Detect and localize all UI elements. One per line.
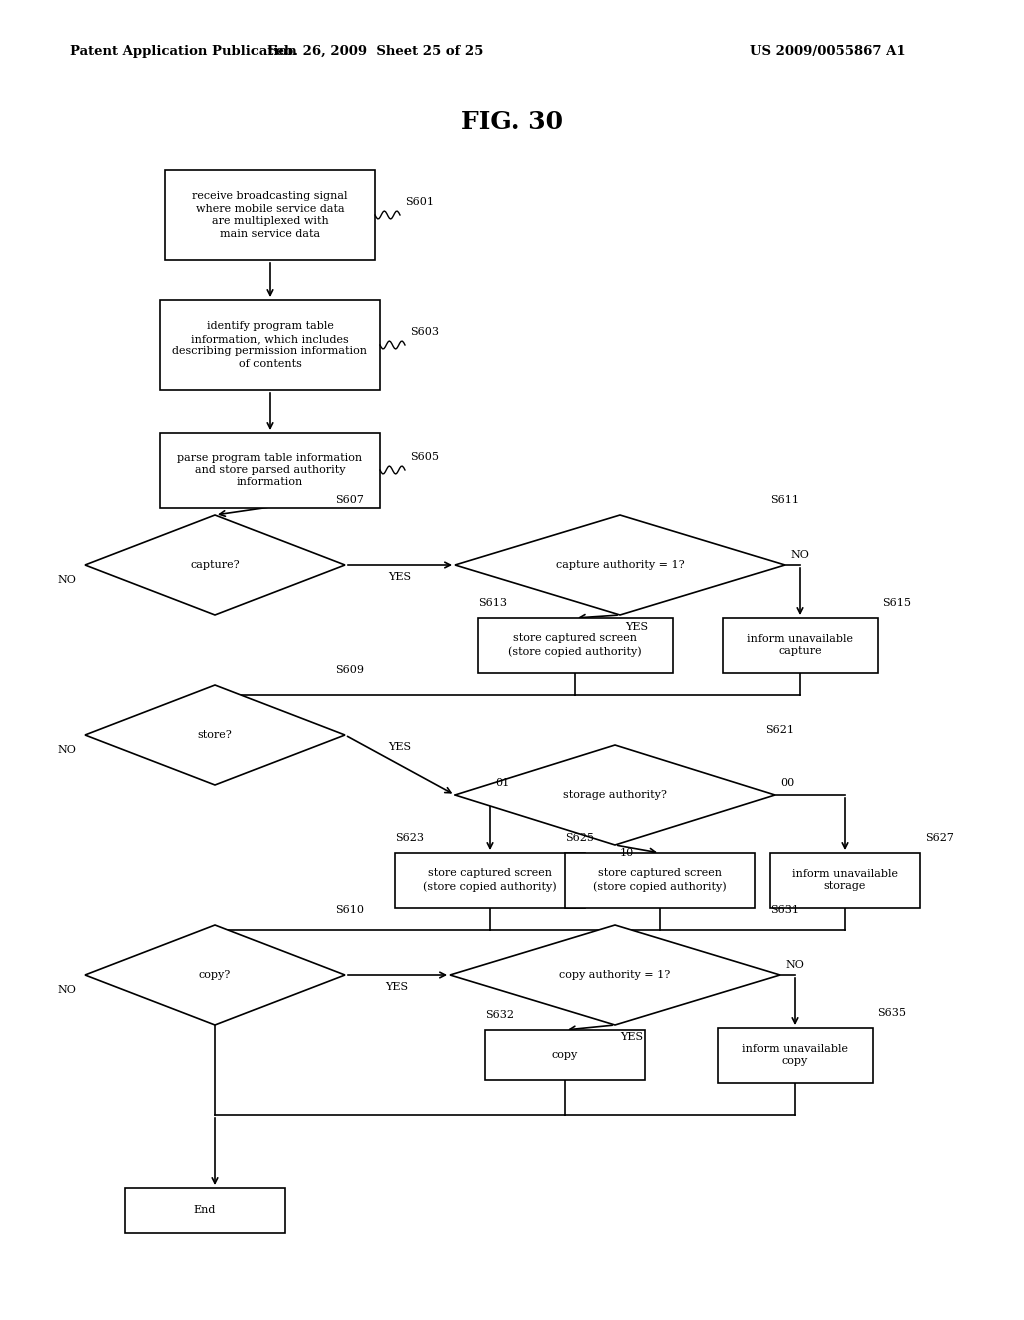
Text: S605: S605 <box>410 451 439 462</box>
Text: YES: YES <box>388 572 412 582</box>
Text: S607: S607 <box>335 495 364 506</box>
Text: S601: S601 <box>406 197 434 207</box>
Text: S625: S625 <box>565 833 594 843</box>
Polygon shape <box>450 925 780 1026</box>
Text: inform unavailable
capture: inform unavailable capture <box>746 634 853 656</box>
Text: capture?: capture? <box>190 560 240 570</box>
Bar <box>165 170 375 260</box>
Text: parse program table information
and store parsed authority
information: parse program table information and stor… <box>177 453 362 487</box>
Text: S603: S603 <box>410 327 439 337</box>
Text: store?: store? <box>198 730 232 741</box>
Text: S632: S632 <box>485 1010 514 1020</box>
Text: inform unavailable
copy: inform unavailable copy <box>742 1044 848 1067</box>
Text: YES: YES <box>620 1032 643 1041</box>
Bar <box>565 853 755 908</box>
Bar <box>477 618 673 672</box>
Text: 10: 10 <box>620 847 634 858</box>
Text: 01: 01 <box>495 777 509 788</box>
Text: YES: YES <box>385 982 409 993</box>
Text: S610: S610 <box>335 906 364 915</box>
Bar <box>718 1027 872 1082</box>
Bar <box>395 853 585 908</box>
Text: Feb. 26, 2009  Sheet 25 of 25: Feb. 26, 2009 Sheet 25 of 25 <box>267 45 483 58</box>
Text: copy authority = 1?: copy authority = 1? <box>559 970 671 979</box>
Text: inform unavailable
storage: inform unavailable storage <box>792 869 898 891</box>
Text: NO: NO <box>57 576 76 585</box>
Text: identify program table
information, which includes
describing permission informa: identify program table information, whic… <box>172 321 368 368</box>
Polygon shape <box>455 744 775 845</box>
Polygon shape <box>85 515 345 615</box>
Text: storage authority?: storage authority? <box>563 789 667 800</box>
Text: 00: 00 <box>780 777 795 788</box>
Text: copy?: copy? <box>199 970 231 979</box>
Text: S631: S631 <box>770 906 799 915</box>
Polygon shape <box>85 685 345 785</box>
Bar <box>770 853 920 908</box>
Bar <box>160 300 380 389</box>
Text: NO: NO <box>57 744 76 755</box>
Text: store captured screen
(store copied authority): store captured screen (store copied auth… <box>508 634 642 656</box>
Text: receive broadcasting signal
where mobile service data
are multiplexed with
main : receive broadcasting signal where mobile… <box>193 191 348 239</box>
Text: NO: NO <box>785 960 804 970</box>
Text: copy: copy <box>552 1049 579 1060</box>
Bar <box>485 1030 645 1080</box>
Bar <box>723 618 878 672</box>
Text: store captured screen
(store copied authority): store captured screen (store copied auth… <box>593 869 727 891</box>
Text: S635: S635 <box>877 1008 906 1018</box>
Text: S611: S611 <box>770 495 799 506</box>
Polygon shape <box>85 925 345 1026</box>
Text: Patent Application Publication: Patent Application Publication <box>70 45 297 58</box>
Text: NO: NO <box>57 985 76 995</box>
Bar <box>160 433 380 507</box>
Text: store captured screen
(store copied authority): store captured screen (store copied auth… <box>423 869 557 891</box>
Text: End: End <box>194 1205 216 1214</box>
Text: S613: S613 <box>478 598 507 609</box>
Text: FIG. 30: FIG. 30 <box>461 110 563 135</box>
Text: S621: S621 <box>765 725 794 735</box>
Text: NO: NO <box>790 550 809 560</box>
Text: capture authority = 1?: capture authority = 1? <box>556 560 684 570</box>
Text: YES: YES <box>388 742 412 752</box>
Text: YES: YES <box>625 622 648 632</box>
Polygon shape <box>455 515 785 615</box>
Bar <box>125 1188 285 1233</box>
Text: US 2009/0055867 A1: US 2009/0055867 A1 <box>750 45 905 58</box>
Text: S615: S615 <box>882 598 911 609</box>
Text: S609: S609 <box>335 665 364 675</box>
Text: S623: S623 <box>395 833 424 843</box>
Text: S627: S627 <box>925 833 954 843</box>
